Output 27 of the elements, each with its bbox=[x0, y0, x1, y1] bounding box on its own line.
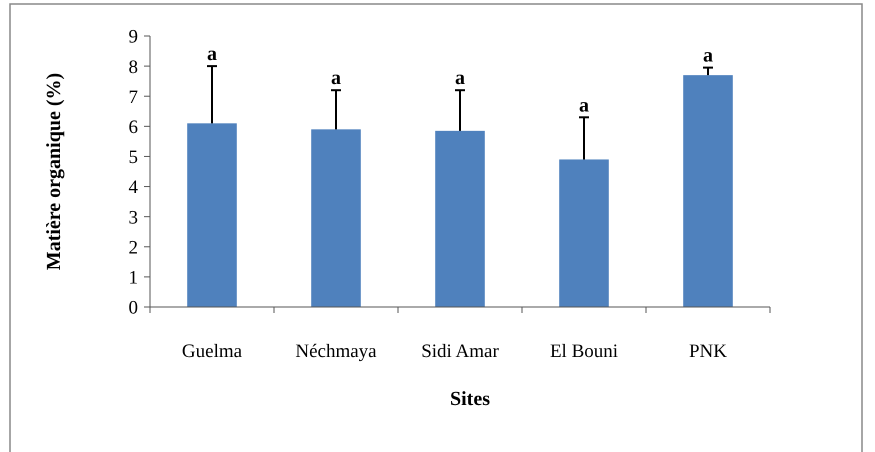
x-tick-label: Guelma bbox=[182, 341, 243, 362]
bar bbox=[683, 75, 733, 307]
y-tick-label: 6 bbox=[128, 116, 138, 138]
x-axis-title: Sites bbox=[450, 388, 490, 410]
x-tick-label: El Bouni bbox=[550, 341, 618, 362]
y-tick-label: 1 bbox=[128, 268, 138, 289]
bar bbox=[435, 130, 485, 307]
x-tick-label: Néchmaya bbox=[295, 341, 378, 362]
y-tick-label: 8 bbox=[128, 56, 138, 78]
y-tick-label: 4 bbox=[128, 177, 138, 198]
y-tick-label: 2 bbox=[128, 237, 138, 258]
bar bbox=[559, 159, 609, 307]
bar bbox=[187, 123, 237, 307]
y-tick-label: 7 bbox=[128, 86, 138, 108]
bar bbox=[311, 129, 361, 307]
y-tick-label: 0 bbox=[128, 298, 138, 319]
y-tick-label: 9 bbox=[128, 26, 138, 48]
annotation: a bbox=[579, 94, 589, 116]
annotation: a bbox=[455, 67, 465, 90]
annotation: a bbox=[703, 44, 713, 67]
x-tick-label: Sidi Amar bbox=[421, 341, 500, 362]
annotation: a bbox=[207, 43, 217, 66]
y-tick-label: 3 bbox=[128, 207, 138, 228]
x-tick-label: PNK bbox=[688, 341, 728, 362]
annotation: a bbox=[331, 67, 341, 90]
y-axis-title: Matière organique (%) bbox=[43, 72, 65, 270]
y-tick-label: 5 bbox=[128, 147, 138, 168]
